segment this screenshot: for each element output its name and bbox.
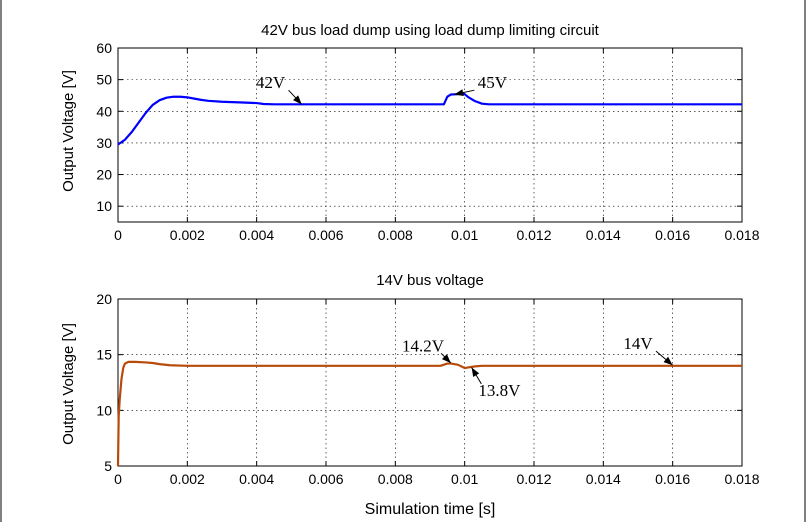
x-tick-label: 0.018 xyxy=(724,471,759,487)
x-tick-label: 0.014 xyxy=(586,471,621,487)
x-tick-label: 0.004 xyxy=(239,471,274,487)
x-tick-label: 0.002 xyxy=(170,227,205,243)
x-tick-label: 0.012 xyxy=(516,227,551,243)
x-axis-label: Simulation time [s] xyxy=(365,501,496,518)
y-tick-label: 20 xyxy=(96,167,112,183)
x-tick-label: 0.006 xyxy=(308,227,343,243)
x-tick-label: 0.004 xyxy=(239,227,274,243)
y-tick-label: 30 xyxy=(96,135,112,151)
series-line-0 xyxy=(117,92,742,146)
x-tick-label: 0.014 xyxy=(586,227,621,243)
x-tick-label: 0.016 xyxy=(655,227,690,243)
y-tick-label: 10 xyxy=(96,402,112,418)
y-tick-label: 5 xyxy=(104,458,112,474)
x-tick-label: 0.018 xyxy=(724,227,759,243)
top-chart-title: 42V bus load dump using load dump limiti… xyxy=(261,22,600,39)
y-tick-label: 50 xyxy=(96,72,112,88)
annotation-arrowhead xyxy=(441,354,451,364)
bottom-subplot: 14V bus voltage Output Voltage [V] 0 0.00… xyxy=(60,272,760,487)
annotation-label: 14V xyxy=(623,334,653,353)
axes: 0 0.002 0.004 0.006 0.008 0.01 0.012 0.014 0.016… xyxy=(96,291,759,487)
x-tick-label: 0.01 xyxy=(451,471,478,487)
y-tick-label: 40 xyxy=(96,103,112,119)
annotation-arrowhead xyxy=(454,89,464,97)
x-tick-label: 0.006 xyxy=(308,471,343,487)
top-y-axis-label: Output Voltage [V] xyxy=(60,70,77,192)
annotation-arrowhead xyxy=(663,356,673,366)
y-tick-label: 15 xyxy=(96,347,112,363)
annotation-label: 42V xyxy=(256,73,286,92)
x-tick-label: 0.008 xyxy=(378,227,413,243)
plot-area xyxy=(117,298,743,467)
y-tick-label: 60 xyxy=(96,40,112,56)
annotation-label: 13.8V xyxy=(478,381,521,400)
series-line-0 xyxy=(116,360,742,467)
top-subplot: 42V bus load dump using load dump limiti… xyxy=(60,22,760,243)
x-tick-label: 0.008 xyxy=(378,471,413,487)
y-tick-label: 20 xyxy=(96,291,112,307)
x-tick-label: 0.002 xyxy=(170,471,205,487)
annotation-label: 14.2V xyxy=(402,336,445,355)
x-tick-label: 0.012 xyxy=(516,471,551,487)
plot-area xyxy=(117,47,743,223)
x-tick-label: 0 xyxy=(114,227,122,243)
y-tick-label: 10 xyxy=(96,198,112,214)
annotation-label: 45V xyxy=(478,73,508,92)
bottom-chart-title: 14V bus voltage xyxy=(376,272,484,289)
x-tick-label: 0.01 xyxy=(451,227,478,243)
axes: 0 0.002 0.004 0.006 0.008 0.01 0.012 0.014 0.016… xyxy=(96,40,759,243)
x-tick-label: 0 xyxy=(114,471,122,487)
bottom-y-axis-label: Output Voltage [V] xyxy=(60,323,77,445)
annotation-arrowhead xyxy=(471,367,480,377)
annotation-arrowhead xyxy=(293,95,302,105)
x-tick-label: 0.016 xyxy=(655,471,690,487)
